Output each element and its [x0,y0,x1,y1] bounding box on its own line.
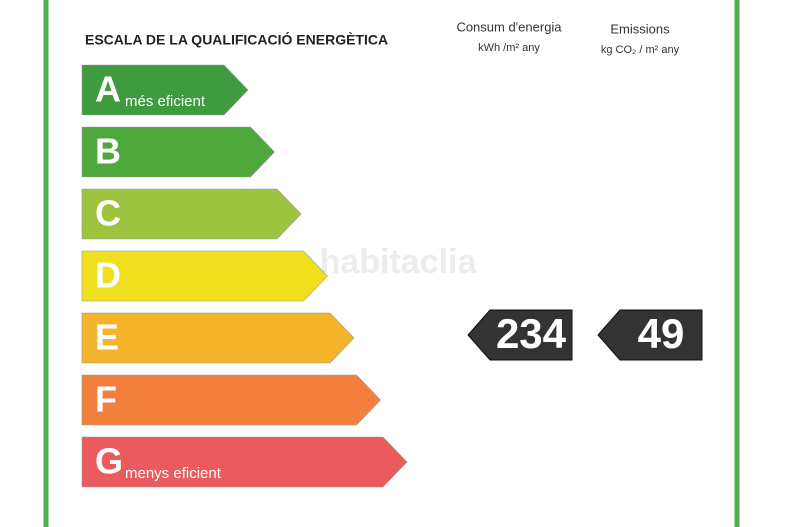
column-unit: kg CO₂ / m² any [601,44,680,56]
class-arrow [81,126,275,178]
class-arrow [81,64,249,116]
class-letter: E [95,317,119,358]
title: ESCALA DE LA QUALIFICACIÓ ENERGÈTICA [85,31,388,48]
class-letter: D [95,255,121,296]
rating-value: 49 [638,310,685,357]
class-letter: G [95,441,123,482]
class-arrow [81,250,328,302]
class-letter: F [95,379,117,420]
class-arrow [81,188,302,240]
column-unit: kWh /m² any [478,42,540,54]
rating-value: 234 [496,310,567,357]
rating-arrow [597,309,703,361]
class-arrow [81,312,355,364]
class-label: més eficient [125,93,206,110]
watermark: habitaclia [320,243,478,281]
class-letter: B [95,131,121,172]
class-arrow [81,374,381,426]
class-letter: C [95,193,121,234]
class-label: menys eficient [125,465,222,482]
rating-arrow [467,309,573,361]
column-title: Emissions [610,21,670,36]
class-arrow [81,436,408,488]
class-letter: A [95,69,121,110]
column-title: Consum d'energia [456,19,562,34]
